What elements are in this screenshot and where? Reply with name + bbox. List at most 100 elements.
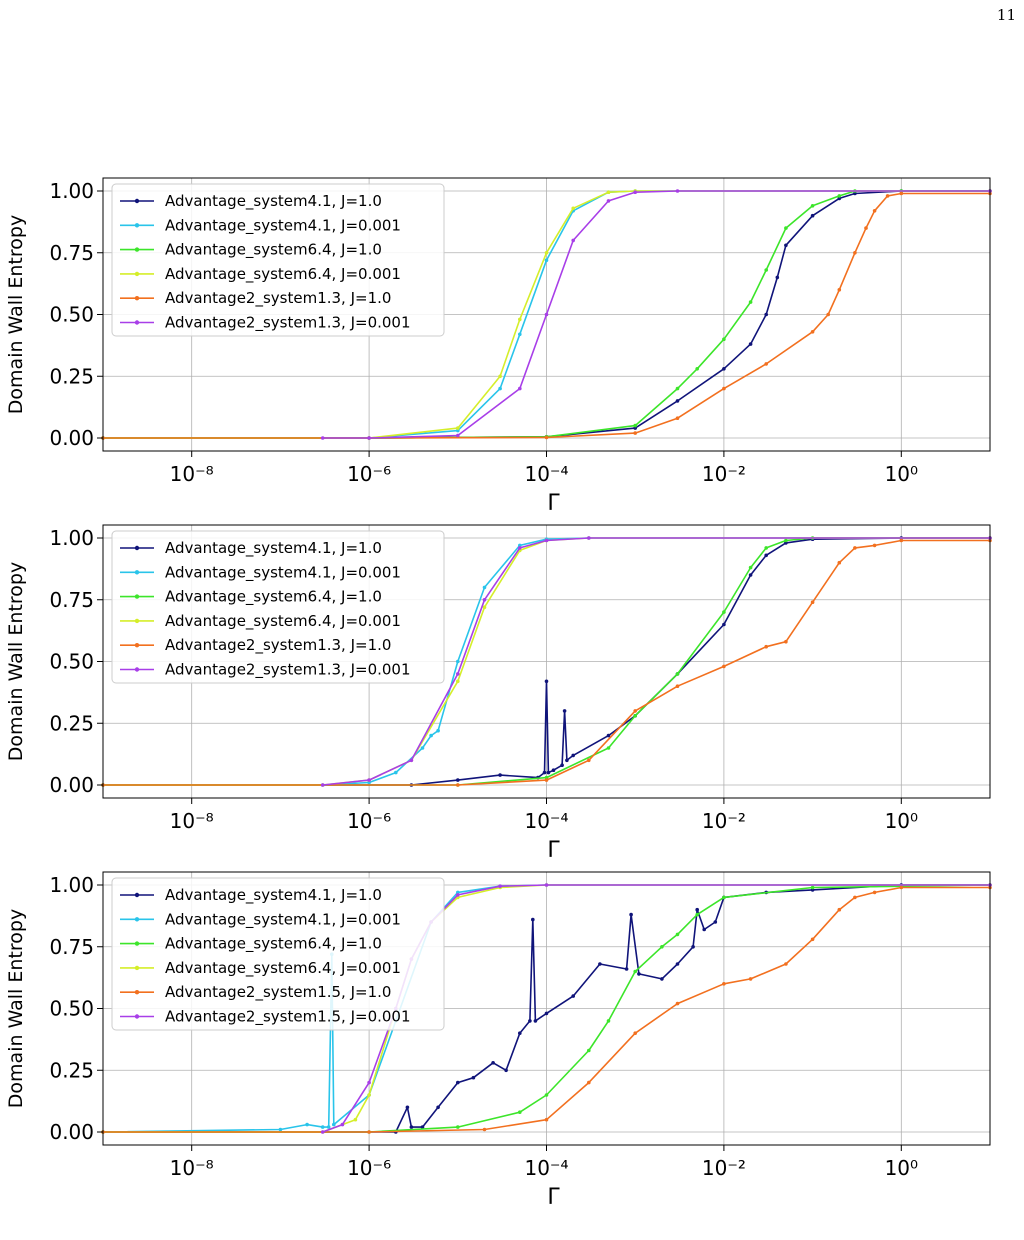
legend-label: Advantage_system4.1, J=1.0	[165, 886, 382, 905]
data-point	[853, 546, 857, 550]
data-point	[872, 209, 877, 213]
y-tick-label: 0.00	[49, 426, 94, 450]
data-point	[420, 746, 425, 750]
legend-marker	[134, 320, 140, 325]
x-tick-label: 10⁻⁸	[170, 809, 214, 833]
data-point	[837, 560, 842, 565]
data-point	[633, 423, 637, 428]
legend: Advantage_system4.1, J=1.0 Advantage_syst…	[111, 877, 445, 1031]
legend-marker	[134, 570, 140, 575]
data-point	[691, 945, 695, 949]
data-point	[702, 927, 706, 932]
data-point	[675, 1001, 680, 1006]
data-point	[542, 770, 547, 775]
data-point	[546, 770, 551, 775]
data-point	[456, 890, 460, 895]
legend-box	[111, 530, 445, 684]
data-point	[305, 1122, 309, 1127]
data-point	[675, 399, 680, 403]
x-tick-label: 10⁰	[885, 1156, 918, 1180]
data-point	[587, 1048, 591, 1053]
data-point	[456, 679, 460, 684]
legend-marker	[134, 1014, 140, 1019]
series-line-3	[103, 537, 990, 786]
data-point	[320, 436, 325, 440]
data-point	[675, 932, 680, 937]
data-point	[606, 746, 611, 750]
legend-marker	[134, 247, 140, 252]
series-markers-6	[320, 189, 992, 440]
data-point	[748, 342, 753, 346]
legend: Advantage_system4.1, J=1.0 Advantage_syst…	[111, 530, 445, 684]
chart-panel-2: 10⁻⁸ 10⁻⁶ 10⁻⁴ 10⁻² 10⁰ 0.00 0.25 0.50 0.75 1.00 Γ…	[5, 524, 992, 863]
data-point	[320, 1125, 325, 1129]
x-tick-label: 10⁻⁴	[524, 809, 568, 833]
data-point	[713, 920, 718, 924]
data-point	[394, 770, 398, 775]
x-tick-label: 10⁻⁸	[170, 1156, 214, 1180]
data-point	[518, 546, 522, 550]
legend-label: Advantage_system6.4, J=1.0	[165, 588, 382, 607]
data-point	[498, 374, 502, 379]
data-point	[498, 884, 502, 888]
data-point	[675, 962, 680, 966]
data-point	[748, 977, 753, 981]
data-point	[544, 1093, 549, 1097]
legend-marker	[134, 643, 140, 648]
data-point	[764, 362, 768, 366]
y-tick-label: 0.00	[49, 773, 94, 797]
data-point	[456, 433, 460, 438]
data-point	[456, 1125, 460, 1129]
legend-entry: Advantage_system4.1, J=0.001	[120, 216, 401, 235]
legend-label: Advantage_system4.1, J=0.001	[165, 216, 401, 235]
x-tick-label: 10⁻⁶	[347, 462, 391, 486]
data-point	[491, 1061, 495, 1065]
data-point	[518, 332, 522, 337]
y-tick-label: 0.00	[49, 1120, 94, 1144]
series-line-5	[103, 886, 990, 1133]
data-point	[722, 367, 726, 371]
legend-label: Advantage_system4.1, J=0.001	[165, 563, 401, 582]
x-axis-label: Γ	[547, 838, 560, 863]
data-point	[899, 191, 904, 196]
data-point	[633, 426, 637, 430]
legend-marker	[134, 965, 140, 971]
data-point	[764, 553, 768, 558]
data-point	[471, 1075, 476, 1080]
data-point	[633, 1031, 637, 1035]
legend-marker	[134, 198, 140, 204]
legend-entry: Advantage_system4.1, J=0.001	[120, 563, 401, 582]
data-point	[533, 1019, 538, 1023]
data-point	[722, 895, 726, 900]
x-tick-label: 10⁰	[885, 462, 918, 486]
data-point	[629, 912, 633, 917]
x-tick-label: 10⁰	[885, 809, 918, 833]
data-point	[637, 972, 641, 976]
data-point	[571, 238, 575, 243]
data-point	[405, 1105, 410, 1110]
legend-entry: Advantage2_system1.5, J=1.0	[120, 983, 391, 1002]
data-point	[764, 546, 768, 550]
data-point	[456, 893, 460, 897]
y-tick-label: 1.00	[49, 526, 94, 550]
data-point	[810, 204, 815, 208]
data-point	[367, 1080, 371, 1085]
data-point	[518, 317, 522, 322]
data-point	[722, 982, 726, 986]
legend-marker	[134, 545, 140, 551]
series-line-5	[103, 192, 990, 439]
y-axis-label: Domain Wall Entropy	[5, 909, 27, 1108]
series-markers-5	[101, 538, 992, 787]
data-point	[320, 1130, 325, 1134]
data-point	[482, 598, 487, 602]
data-point	[456, 672, 460, 676]
x-tick-label: 10⁻²	[702, 462, 746, 486]
legend-label: Advantage2_system1.3, J=0.001	[165, 314, 411, 333]
data-point	[695, 912, 699, 917]
legend-marker	[134, 990, 140, 995]
data-point	[367, 1130, 371, 1134]
data-point	[560, 763, 564, 767]
data-point	[482, 605, 487, 609]
data-point	[899, 885, 904, 890]
data-point	[899, 538, 904, 543]
